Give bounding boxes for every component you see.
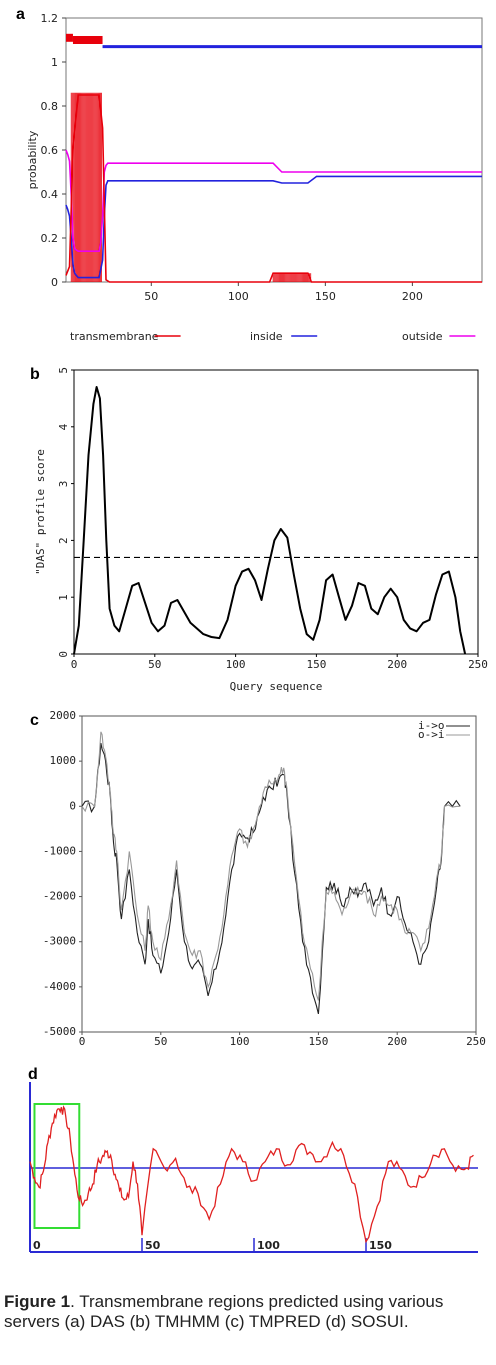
plot-frame-c xyxy=(81,715,477,1033)
x-tick-label-d: 50 xyxy=(145,1239,161,1252)
x-tick-label-b: 50 xyxy=(148,658,161,671)
x-tick-label-c: 250 xyxy=(466,1035,486,1048)
x-tick-label-d: 100 xyxy=(257,1239,280,1252)
y-tick-label-b: 1 xyxy=(57,594,70,601)
panel-b-label: b xyxy=(30,366,40,383)
legend-label-transmembrane: transmembrane xyxy=(70,330,159,343)
y-tick-label-b: 5 xyxy=(57,367,70,374)
y-tick-label-a: 0.6 xyxy=(41,144,59,157)
y-axis-label-a: probability xyxy=(26,130,39,189)
y-tick-label-a: 1.2 xyxy=(41,12,59,25)
y-tick-label-c: -4000 xyxy=(43,980,76,993)
x-tick-label-c: 50 xyxy=(154,1035,167,1048)
panel-d-label: d xyxy=(28,1066,38,1083)
y-tick-label-a: 0.4 xyxy=(41,188,59,201)
panel-b: b 0 1 2 3 4 5 0 50 100 150 200 250 Query sequence "DA… xyxy=(0,360,496,700)
x-tick-label-b: 150 xyxy=(306,658,326,671)
y-tick-label-c: -3000 xyxy=(43,935,76,948)
y-tick-label-c: -2000 xyxy=(43,890,76,903)
y-tick-label-b: 2 xyxy=(57,537,70,544)
legend-label-outside: outside xyxy=(402,330,443,343)
panel-c-label: c xyxy=(30,712,39,729)
series-inside-line xyxy=(65,175,482,279)
figure-caption: Figure 1. Transmembrane regions predicte… xyxy=(4,1292,492,1332)
y-tick-label-a: 0.2 xyxy=(41,232,59,245)
series-i-to-o-line xyxy=(81,742,461,1015)
y-tick-label-b: 4 xyxy=(57,423,70,430)
y-tick-label-c: 0 xyxy=(69,799,76,812)
y-tick-label-c: 2000 xyxy=(50,709,77,722)
series-das-line xyxy=(73,386,467,655)
x-tick-label-c: 0 xyxy=(79,1035,86,1048)
x-tick-label-a: 150 xyxy=(315,290,336,303)
y-tick-label-c: -1000 xyxy=(43,844,76,857)
y-tick-label-b: 3 xyxy=(57,481,70,488)
series-outside-line xyxy=(65,149,482,252)
series-hydropathy-line xyxy=(29,1105,474,1244)
x-tick-label-c: 100 xyxy=(230,1035,250,1048)
legend-label-c: o->i xyxy=(418,728,445,741)
panel-d: d 0 50 100 150 xyxy=(0,1060,496,1280)
x-tick-label-b: 200 xyxy=(387,658,407,671)
x-tick-label-b: 250 xyxy=(468,658,488,671)
legend-label-inside: inside xyxy=(250,330,283,343)
y-tick-label-c: 1000 xyxy=(50,754,77,767)
x-tick-label-b: 100 xyxy=(226,658,246,671)
x-tick-label-c: 150 xyxy=(308,1035,328,1048)
panel-a: a 0 0.2 0.4 0.6 0.8 1 1.2 50 100 150 200 probabilit… xyxy=(0,0,496,360)
x-tick-label-a: 50 xyxy=(144,290,158,303)
series-transmembrane-line xyxy=(65,94,482,283)
x-axis-label-b: Query sequence xyxy=(230,680,323,693)
y-axis-label-b: "DAS" profile score xyxy=(34,449,47,575)
y-tick-label-a: 1 xyxy=(51,56,58,69)
caption-bold: Figure 1 xyxy=(4,1292,71,1311)
x-tick-label-c: 200 xyxy=(387,1035,407,1048)
caption-text: . Transmembrane regions predicted using … xyxy=(4,1292,444,1331)
chart-d: 0 50 100 150 xyxy=(29,1082,478,1253)
y-tick-label-a: 0.8 xyxy=(41,100,59,113)
panel-c: c 2000 1000 0 -1000 -2000 -3000 -4000 -5000 0 50 1… xyxy=(0,700,496,1055)
chart-a: 0 0.2 0.4 0.6 0.8 1 1.2 50 100 150 200 probability t… xyxy=(26,12,483,343)
series-o-to-i-line xyxy=(81,731,461,1001)
x-tick-label-a: 200 xyxy=(402,290,423,303)
x-tick-label-d: 150 xyxy=(369,1239,392,1252)
panel-a-label: a xyxy=(16,6,25,23)
transmembrane-box-d xyxy=(33,1103,81,1229)
x-tick-label-a: 100 xyxy=(228,290,249,303)
legend-label-c: i->o xyxy=(418,719,445,732)
y-tick-label-c: -5000 xyxy=(43,1025,76,1038)
plot-frame-b xyxy=(73,369,479,655)
x-tick-label-d: 0 xyxy=(33,1239,41,1252)
y-tick-label-a: 0 xyxy=(51,276,58,289)
y-tick-label-b: 0 xyxy=(57,651,70,658)
plot-frame-a xyxy=(65,17,483,283)
x-tick-label-b: 0 xyxy=(71,658,78,671)
